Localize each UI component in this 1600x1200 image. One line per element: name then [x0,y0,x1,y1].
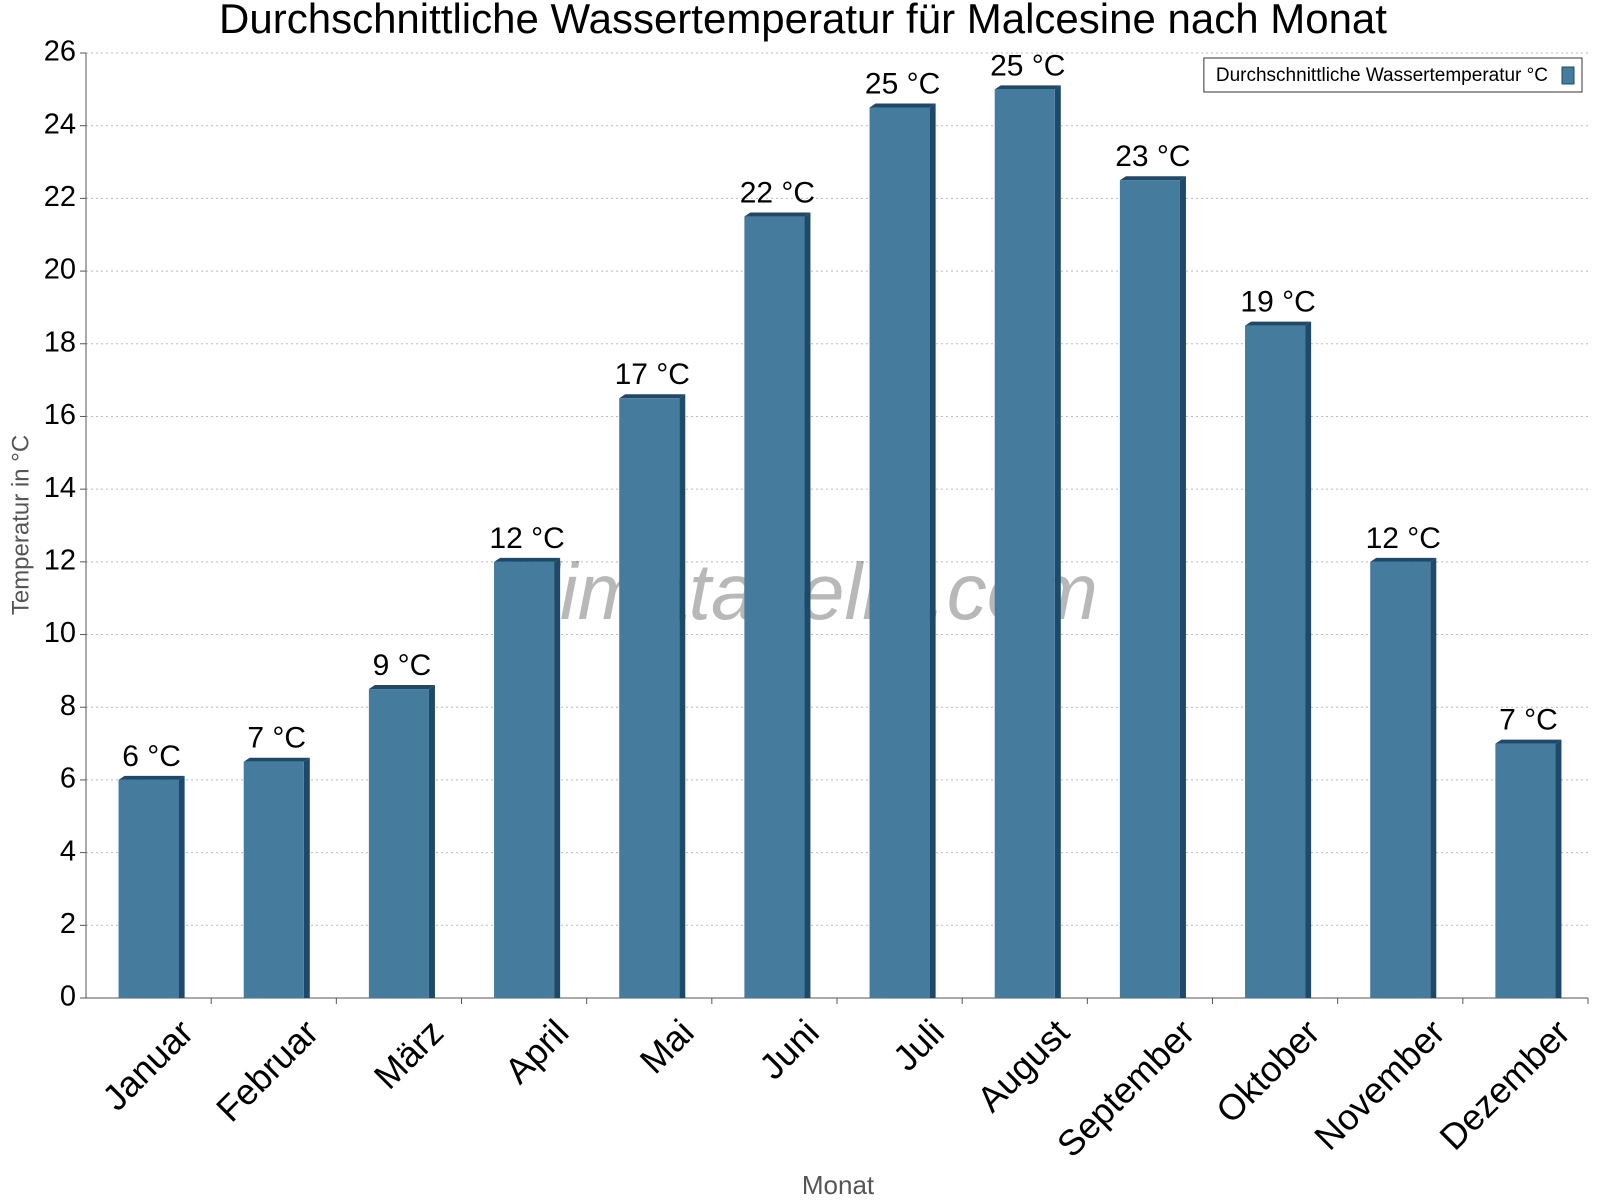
legend: Durchschnittliche Wassertemperatur °C [1203,57,1583,93]
x-tick-label: Januar [94,1011,201,1118]
data-label: 6 °C [122,740,181,773]
x-tick-label: September [1049,1011,1203,1165]
bar-side [303,757,310,998]
data-label: 19 °C [1240,286,1315,319]
x-tick-label: Juni [751,1011,827,1087]
bar [1495,743,1556,998]
x-tick-label: August [969,1011,1077,1119]
data-label: 17 °C [615,358,690,391]
x-tick-label: Juli [885,1011,952,1078]
bar [1370,561,1431,998]
data-label: 22 °C [740,176,815,209]
y-tick-label: 10 [44,617,76,649]
bar-side [1430,557,1437,998]
bar-top [1495,739,1562,744]
bar-top [869,103,936,108]
bar [994,89,1055,999]
y-tick-label: 24 [44,108,76,140]
legend-box [1203,57,1583,93]
x-tick-label: Mai [632,1011,702,1081]
legend-label: Durchschnittliche Wassertemperatur °C [1216,65,1548,86]
bar-top [1370,557,1437,562]
bar-side [1054,85,1061,999]
data-label: 25 °C [865,67,940,100]
bar-top [494,557,561,562]
y-tick-label: 6 [60,763,76,795]
data-label: 23 °C [1115,140,1190,173]
x-tick-label: Februar [208,1011,326,1129]
bar [744,216,805,999]
bar-top [619,394,686,399]
x-tick-label: März [366,1011,452,1097]
x-tick-label: Dezember [1431,1011,1577,1157]
y-tick-label: 2 [60,908,76,940]
bar-side [804,212,811,999]
y-tick-label: 4 [60,835,76,867]
bar-top [994,85,1061,90]
data-label: 7 °C [1499,703,1558,736]
bar-side [1555,739,1562,998]
bar [1119,180,1180,998]
y-tick-label: 18 [44,326,76,358]
x-tick-label: April [497,1011,577,1091]
legend-swatch [1561,66,1575,85]
bar [368,689,429,998]
bar-side [679,394,686,998]
bar-side [1305,321,1312,998]
y-tick-label: 26 [44,36,76,68]
data-label: 7 °C [247,722,306,755]
bar-top [368,685,435,690]
data-label: 12 °C [489,522,564,555]
bar-side [178,775,185,998]
bar-top [243,757,310,762]
bar [243,761,304,998]
y-axis-title: Temperatur in °C [7,435,34,615]
bar-top [118,775,185,780]
bar-side [554,557,561,998]
y-tick-label: 12 [44,545,76,577]
bar [494,561,555,998]
bar-side [428,685,435,998]
bar-side [929,103,936,999]
data-label: 12 °C [1366,522,1441,555]
bar [1245,325,1306,998]
y-tick-label: 16 [44,399,76,431]
data-label: 25 °C [990,49,1065,82]
bar [118,779,179,998]
bar [619,398,680,998]
data-label: 9 °C [373,649,432,682]
x-axis-title: Monat [802,1170,875,1200]
bar-top [1119,176,1186,181]
y-tick-label: 20 [44,254,76,286]
bar-side [1179,176,1186,998]
x-tick-label: Oktober [1208,1011,1328,1131]
y-tick-label: 8 [60,690,76,722]
x-tick-label: November [1306,1011,1452,1157]
y-tick-label: 22 [44,181,76,213]
y-tick-label: 14 [44,472,76,504]
y-tick-label: 0 [60,981,76,1013]
bar-top [1245,321,1312,326]
bar-top [744,212,811,217]
bar [869,107,930,999]
chart-title: Durchschnittliche Wassertemperatur für M… [219,0,1387,42]
